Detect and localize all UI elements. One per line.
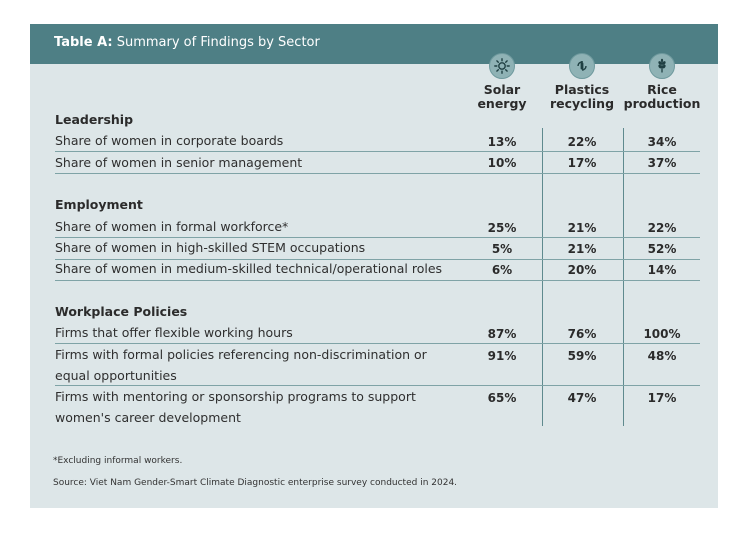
- cell-value: 48%: [647, 349, 677, 363]
- row-divider: [55, 280, 700, 281]
- row-divider: [55, 385, 700, 386]
- source-note: Source: Viet Nam Gender-Smart Climate Di…: [53, 478, 458, 488]
- cell-value: 91%: [487, 349, 517, 363]
- row-label: Firms that offer flexible working hours: [55, 325, 293, 340]
- cell-value: 87%: [487, 327, 517, 341]
- row-label: Share of women in high-skilled STEM occu…: [55, 240, 366, 255]
- cell-value: 13%: [487, 135, 517, 149]
- row-divider: [55, 343, 700, 344]
- cell-value: 22%: [647, 221, 677, 235]
- findings-table-panel: Table A: Summary of Findings by Sector: [30, 24, 718, 508]
- cell-value: 47%: [567, 391, 597, 405]
- cell-value: 22%: [567, 135, 597, 149]
- cell-value: 65%: [487, 391, 517, 405]
- cell-value: 17%: [567, 156, 597, 170]
- row-divider: [55, 259, 700, 260]
- column-divider: [623, 128, 624, 426]
- section-heading-workplace-policies: Workplace Policies: [55, 304, 188, 319]
- row-label: Share of women in senior management: [55, 155, 303, 170]
- cell-value: 21%: [567, 221, 597, 235]
- row-label: Share of women in medium-skilled technic…: [55, 261, 443, 276]
- footnote: *Excluding informal workers.: [53, 456, 183, 466]
- table-title: Table A: Summary of Findings by Sector: [54, 35, 320, 50]
- column-header-rice: Rice production: [623, 82, 701, 111]
- cell-value: 76%: [567, 327, 597, 341]
- column-divider: [542, 128, 543, 426]
- section-heading-leadership: Leadership: [55, 112, 134, 127]
- cell-value: 10%: [487, 156, 517, 170]
- rice-grain-icon: [649, 53, 675, 79]
- column-header-plastics: Plastics recycling: [549, 82, 615, 111]
- cell-value: 34%: [647, 135, 677, 149]
- cell-value: 14%: [647, 263, 677, 277]
- row-divider: [55, 237, 700, 238]
- table-title-bar: Table A: Summary of Findings by Sector: [30, 24, 718, 64]
- cell-value: 37%: [647, 156, 677, 170]
- recycle-bottle-icon: [569, 53, 595, 79]
- cell-value: 6%: [491, 263, 513, 277]
- row-divider: [55, 151, 700, 152]
- cell-value: 52%: [647, 242, 677, 256]
- cell-value: 17%: [647, 391, 677, 405]
- cell-value: 25%: [487, 221, 517, 235]
- row-label: Firms with formal policies referencing n…: [55, 347, 427, 383]
- column-header-solar: Solar energy: [477, 82, 527, 111]
- cell-value: 59%: [567, 349, 597, 363]
- section-heading-employment: Employment: [55, 197, 143, 212]
- sun-icon: [489, 53, 515, 79]
- row-label: Firms with mentoring or sponsorship prog…: [55, 389, 416, 425]
- cell-value: 20%: [567, 263, 597, 277]
- row-divider: [55, 173, 700, 174]
- cell-value: 5%: [491, 242, 513, 256]
- cell-value: 100%: [643, 327, 681, 341]
- row-label: Share of women in corporate boards: [55, 133, 284, 148]
- row-label: Share of women in formal workforce*: [55, 219, 289, 234]
- cell-value: 21%: [567, 242, 597, 256]
